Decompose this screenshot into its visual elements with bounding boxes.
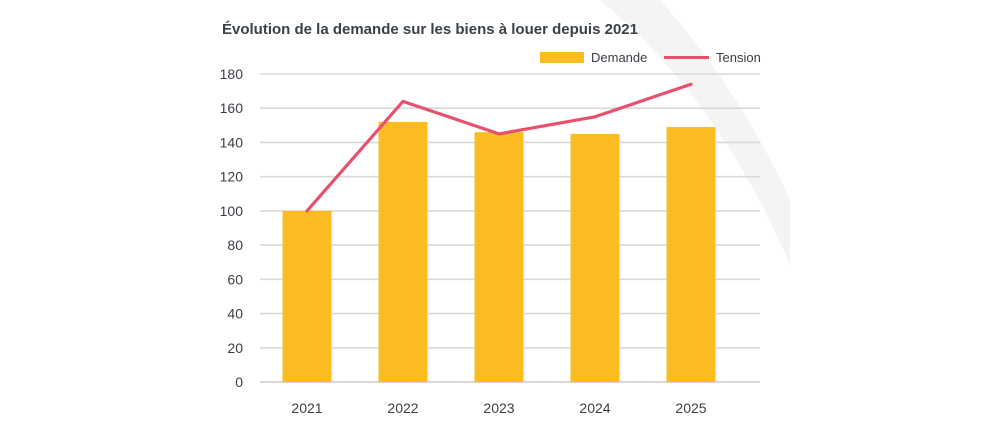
y-tick-label: 0 xyxy=(235,374,243,390)
x-axis-ticks: 2021 2022 2023 2024 2025 xyxy=(291,400,706,416)
x-tick-label: 2023 xyxy=(483,400,514,416)
bars-demande xyxy=(282,121,716,383)
y-axis-ticks: 0 20 40 60 80 100 120 140 160 180 xyxy=(220,66,244,390)
x-tick-label: 2021 xyxy=(291,400,322,416)
bar-demande xyxy=(474,132,524,382)
bar-demande xyxy=(282,210,332,382)
y-tick-label: 160 xyxy=(220,100,244,116)
bar-demande xyxy=(666,127,716,383)
y-tick-label: 120 xyxy=(220,169,244,185)
x-tick-label: 2024 xyxy=(579,400,610,416)
bar-demande xyxy=(570,133,620,382)
bar-demande xyxy=(378,121,428,383)
chart-title: Évolution de la demande sur les biens à … xyxy=(222,21,638,38)
y-tick-label: 140 xyxy=(220,134,244,150)
y-tick-label: 180 xyxy=(220,66,244,82)
legend-swatch-demande xyxy=(540,52,584,63)
line-tension xyxy=(305,82,693,213)
legend-label-tension: Tension xyxy=(716,50,761,65)
x-tick-label: 2022 xyxy=(387,400,418,416)
y-tick-label: 60 xyxy=(227,271,243,287)
x-tick-label: 2025 xyxy=(675,400,706,416)
background-decor-arc xyxy=(600,0,790,265)
y-tick-label: 80 xyxy=(227,237,243,253)
y-tick-label: 20 xyxy=(227,340,243,356)
legend: Demande Tension xyxy=(540,50,761,65)
y-tick-label: 100 xyxy=(220,203,244,219)
legend-label-demande: Demande xyxy=(591,50,647,65)
y-tick-label: 40 xyxy=(227,306,243,322)
